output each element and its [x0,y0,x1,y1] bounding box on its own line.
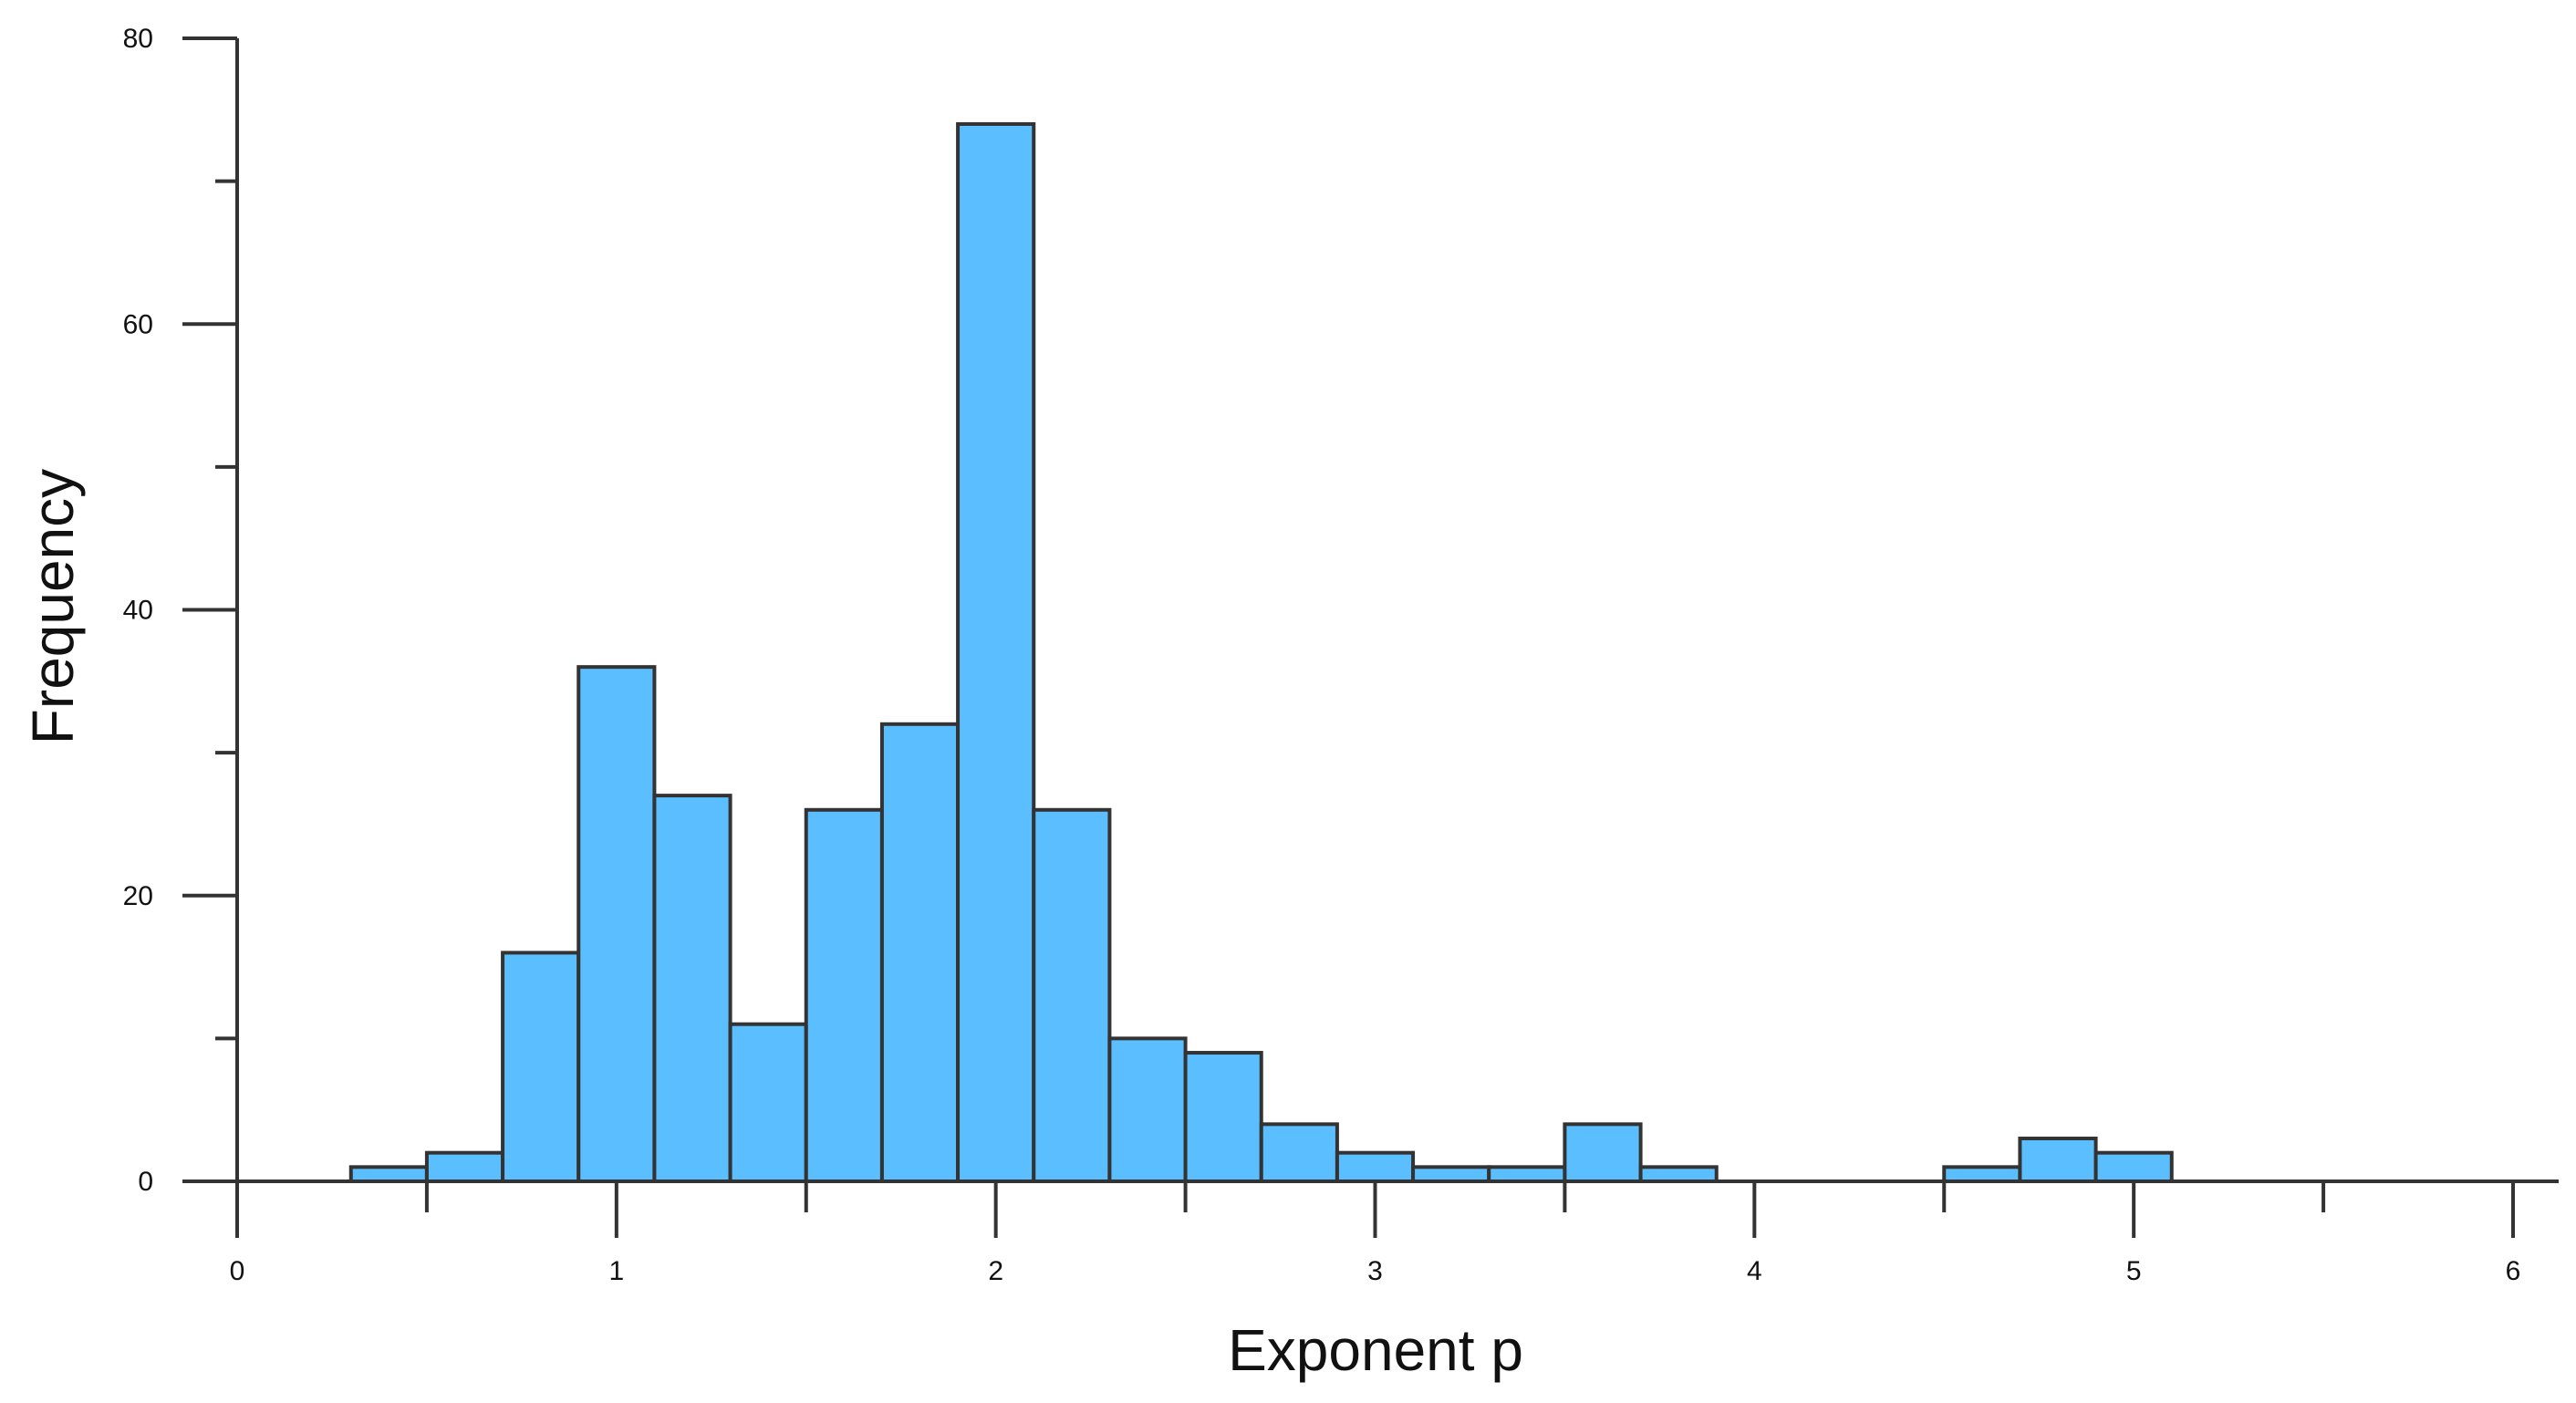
histogram-bar [1107,1036,1188,1183]
histogram-bar [1032,807,1112,1184]
histogram-bar [424,1150,505,1184]
x-axis-title: Exponent p [1228,1317,1523,1383]
x-tick-label: 0 [230,1256,245,1286]
bars-layer [348,121,2174,1184]
histogram-bar [2093,1150,2174,1184]
x-tick-label: 4 [1747,1256,1762,1286]
histogram-bar [348,1165,429,1184]
y-tick-label: 60 [123,309,153,339]
histogram-bar [1259,1122,1339,1183]
histogram-bar [1487,1165,1567,1184]
histogram-bar [1942,1165,2022,1184]
histogram-bar [728,1022,808,1184]
histogram-bar [1335,1150,1416,1184]
histogram-bar [1411,1165,1491,1184]
histogram-bar [804,807,884,1184]
x-tick-label: 6 [2506,1256,2521,1286]
x-tick-label: 2 [988,1256,1003,1286]
histogram-bar [879,722,961,1183]
histogram-bar [1183,1051,1263,1183]
histogram-bar [2018,1137,2098,1183]
histogram-bar [576,665,657,1183]
histogram-bar [956,121,1036,1184]
y-tick-label: 80 [123,24,153,54]
y-tick-label: 0 [138,1167,153,1197]
x-tick-label: 3 [1367,1256,1383,1286]
axes-layer: 0 20 40 60 80 0 1 2 3 4 5 6 [123,24,2559,1286]
x-tick-label: 5 [2126,1256,2142,1286]
histogram-bar [501,951,581,1184]
histogram-bar [1638,1165,1719,1184]
y-tick-label: 40 [123,596,153,626]
y-tick-label: 20 [123,881,153,911]
histogram-bar [1563,1122,1643,1183]
histogram-bar [652,794,732,1183]
y-axis-title: Frequency [20,469,86,744]
x-tick-label: 1 [608,1256,624,1286]
